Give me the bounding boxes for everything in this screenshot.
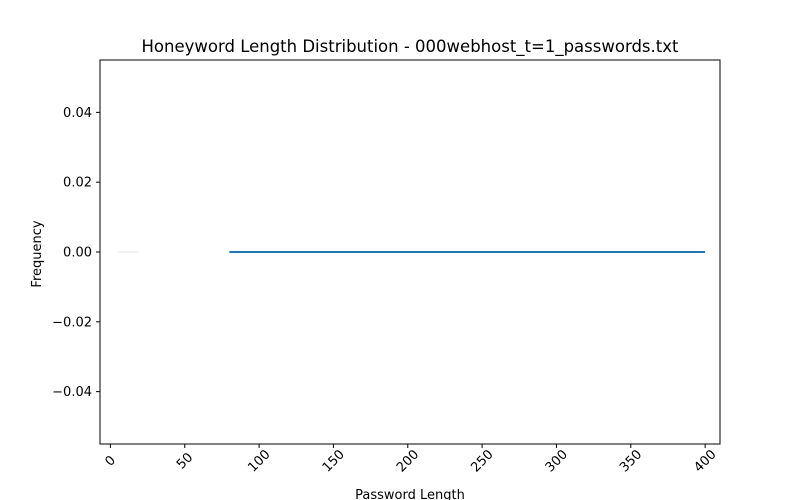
axes-frame xyxy=(99,59,721,445)
chart-title: Honeyword Length Distribution - 000webho… xyxy=(142,37,679,57)
y-tick-label: 0.04 xyxy=(63,106,92,121)
y-tick-label: 0.00 xyxy=(63,246,92,261)
y-tick-label: −0.02 xyxy=(52,315,92,330)
y-tick-label: 0.02 xyxy=(63,176,92,191)
x-axis-label: Password Length xyxy=(355,488,465,500)
y-axis-label: Frequency xyxy=(30,220,45,287)
y-tick-label: −0.04 xyxy=(52,385,92,400)
